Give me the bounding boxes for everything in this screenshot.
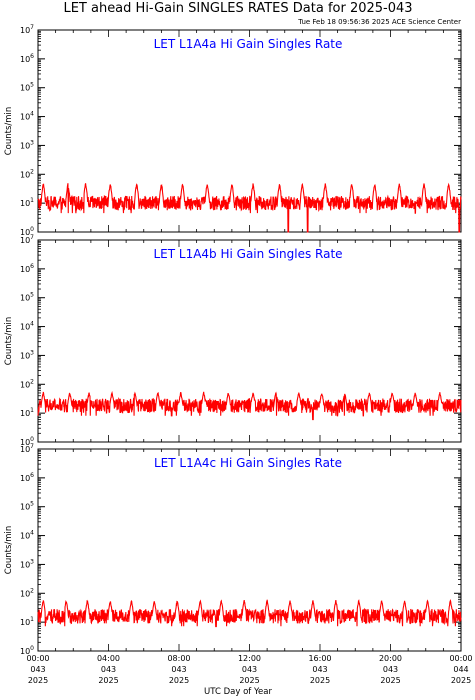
x-tick-label: 043	[171, 665, 186, 674]
plot-frame	[37, 239, 462, 443]
x-tick-label: 12:00	[238, 654, 261, 663]
series-line	[37, 182, 462, 233]
x-tick-label: 044	[453, 665, 468, 674]
y-axis-label: Counts/min	[4, 107, 14, 156]
y-tick-label: 106	[20, 263, 34, 274]
y-tick-label: 105	[20, 501, 34, 512]
panel-title: LET L1A4a Hi Gain Singles Rate	[154, 37, 343, 51]
y-tick-label: 104	[20, 111, 34, 122]
y-tick-label: 102	[20, 587, 34, 598]
y-tick-label: 104	[20, 321, 34, 332]
y-axis-label: Counts/min	[4, 526, 14, 575]
panel-title: LET L1A4b Hi Gain Singles Rate	[153, 247, 342, 261]
x-tick-label: 04:00	[97, 654, 120, 663]
y-tick-label: 106	[20, 53, 34, 64]
y-tick-label: 101	[20, 197, 34, 208]
x-tick-label: 2025	[451, 676, 471, 685]
chart-panel-3: 100 101 102 103 104 105 106 107 Counts/min LET L1…	[4, 443, 473, 685]
y-tick-label: 102	[20, 168, 34, 179]
timestamp-label: Tue Feb 18 09:56:36 2025 ACE Science Cen…	[297, 18, 461, 26]
y-tick-label: 100	[20, 226, 34, 237]
y-axis-label: Counts/min	[4, 317, 14, 366]
y-tick-label: 104	[20, 530, 34, 541]
x-tick-label: 00:00	[449, 654, 472, 663]
y-tick-label: 105	[20, 82, 34, 93]
x-tick-label: 043	[312, 665, 327, 674]
x-tick-label: 2025	[310, 676, 330, 685]
chart-panel-1: 100 101 102 103 104 105 106 107 Counts/min LET L1…	[4, 24, 462, 237]
x-tick-label: 16:00	[308, 654, 331, 663]
x-tick-label: 2025	[98, 676, 118, 685]
x-tick-label: 2025	[169, 676, 189, 685]
series-line	[37, 390, 462, 421]
x-tick-label: 00:00	[26, 654, 49, 663]
x-tick-label: 20:00	[379, 654, 402, 663]
y-tick-label: 100	[20, 436, 34, 447]
y-tick-label: 107	[20, 24, 34, 35]
y-tick-label: 107	[20, 234, 34, 245]
y-tick-label: 101	[20, 407, 34, 418]
y-tick-label: 103	[20, 349, 34, 360]
chart-panel-2: 100 101 102 103 104 105 106 107 Counts/min LET L1…	[4, 234, 462, 447]
panel-title: LET L1A4c Hi Gain Singles Rate	[154, 456, 342, 470]
x-tick-label: 043	[383, 665, 398, 674]
x-tick-label: 043	[101, 665, 116, 674]
x-tick-label: 08:00	[167, 654, 190, 663]
x-tick-label: 2025	[239, 676, 259, 685]
y-tick-label: 103	[20, 139, 34, 150]
panels-group: 100 101 102 103 104 105 106 107 Counts/min LET L1…	[4, 24, 473, 685]
y-tick-label: 102	[20, 378, 34, 389]
y-tick-label: 106	[20, 472, 34, 483]
x-axis-label: UTC Day of Year	[204, 687, 272, 697]
x-tick-label: 043	[242, 665, 257, 674]
page-title: LET ahead Hi-Gain SINGLES RATES Data for…	[63, 1, 412, 16]
y-tick-label: 101	[20, 616, 34, 627]
y-tick-label: 100	[20, 645, 34, 656]
series-line	[37, 598, 462, 628]
y-tick-label: 105	[20, 292, 34, 303]
x-tick-label: 043	[30, 665, 45, 674]
y-tick-label: 107	[20, 443, 34, 454]
x-tick-label: 2025	[28, 676, 48, 685]
x-tick-label: 2025	[380, 676, 400, 685]
y-tick-label: 103	[20, 558, 34, 569]
